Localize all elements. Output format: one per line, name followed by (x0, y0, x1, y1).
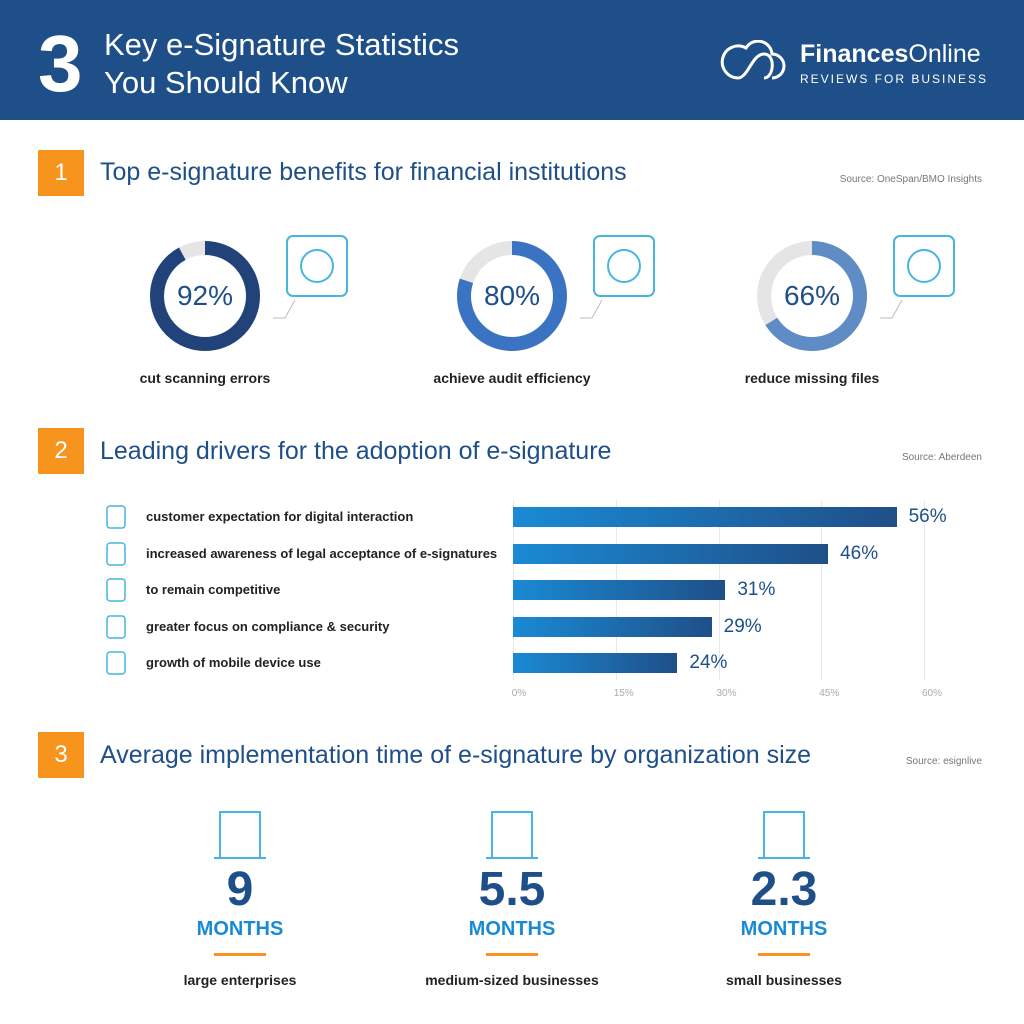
section-3-title: Average implementation time of e-signatu… (100, 741, 812, 769)
coins-magnifier-icon (580, 235, 655, 319)
donut-2 (757, 241, 867, 351)
stat-label: cut scanning errors (139, 370, 271, 386)
stat-percent: 80% (483, 280, 541, 311)
stat-label: reduce missing files (744, 370, 880, 386)
bar-value-label: 29% (723, 615, 762, 637)
section-3-badge: 3 (38, 732, 84, 778)
header-title: Key e-Signature Statistics You Should Kno… (104, 26, 459, 102)
donut-fill (757, 241, 867, 351)
bar (513, 507, 897, 527)
cloud-logo-icon (720, 40, 786, 80)
underline-divider (486, 953, 538, 956)
logo-tagline: REVIEWS FOR BUSINESS (800, 72, 989, 86)
stat-label: achieve audit efficiency (433, 370, 591, 386)
section-1-source: Source: OneSpan/BMO Insights (839, 174, 982, 185)
donut-fill (457, 241, 567, 351)
org-size-label: large enterprises (183, 972, 297, 988)
org-size-label: medium-sized businesses (425, 972, 599, 988)
document-x-icon (880, 235, 955, 319)
months-unit: MONTHS (196, 918, 284, 940)
gavel-icon (106, 541, 126, 566)
section-2-source: Source: Aberdeen (901, 452, 982, 463)
title-line-2: You Should Know (104, 65, 348, 100)
x-tick-label: 0% (511, 688, 527, 699)
x-tick-label: 60% (921, 688, 942, 699)
gridline (924, 500, 925, 680)
bar-value-label: 24% (689, 652, 728, 673)
donut-0 (150, 241, 260, 351)
x-tick-label: 30% (716, 688, 737, 699)
driver-label: greater focus on compliance & security (146, 618, 390, 634)
stat-percent: 66% (783, 280, 841, 311)
bar (513, 543, 829, 564)
presentation-team-icon (486, 811, 538, 859)
shield-check-icon (106, 614, 126, 639)
section-1-badge: 1 (38, 150, 84, 196)
bar-value-label: 31% (737, 579, 776, 600)
bar (513, 580, 726, 600)
trophy-podium-icon (106, 578, 126, 602)
bar-value-label: 56% (908, 506, 947, 527)
months-value: 5.5 (478, 863, 546, 916)
driver-label: to remain competitive (146, 582, 281, 597)
office-building-icon (214, 811, 266, 859)
section-2-badge: 2 (38, 428, 84, 474)
stat-percent: 92% (176, 280, 234, 311)
donut-1 (457, 241, 567, 351)
fingerprint-icon (273, 235, 348, 319)
driver-label: increased awareness of legal acceptance … (146, 545, 498, 561)
bar-value-label: 46% (840, 542, 879, 564)
x-tick-label: 15% (613, 688, 634, 699)
org-size-label: small businesses (726, 972, 842, 988)
section-1-title: Top e-signature benefits for financial i… (100, 158, 627, 186)
customer-chat-icon (106, 505, 126, 529)
months-value: 2.3 (750, 863, 818, 916)
title-line-1: Key e-Signature Statistics (104, 27, 459, 62)
driver-label: customer expectation for digital interac… (146, 509, 414, 524)
months-unit: MONTHS (740, 918, 828, 940)
underline-divider (758, 953, 810, 956)
bar (513, 653, 678, 673)
gridline (821, 500, 823, 680)
logo-name: FinancesOnline (800, 40, 981, 68)
desk-worker-icon (758, 811, 810, 859)
months-unit: MONTHS (468, 918, 556, 940)
bar (513, 616, 712, 637)
header-banner: 3 Key e-Signature Statistics You Should K… (0, 0, 1024, 120)
driver-label: growth of mobile device use (146, 655, 321, 670)
section-2-title: Leading drivers for the adoption of e-si… (100, 437, 612, 465)
x-tick-label: 45% (819, 688, 840, 699)
section-3-source: Source: esignlive (905, 756, 982, 767)
months-value: 9 (226, 863, 254, 916)
underline-divider (214, 953, 266, 956)
header-number: 3 (38, 19, 83, 108)
mobile-phone-icon (106, 651, 126, 675)
donut-fill (150, 241, 260, 351)
